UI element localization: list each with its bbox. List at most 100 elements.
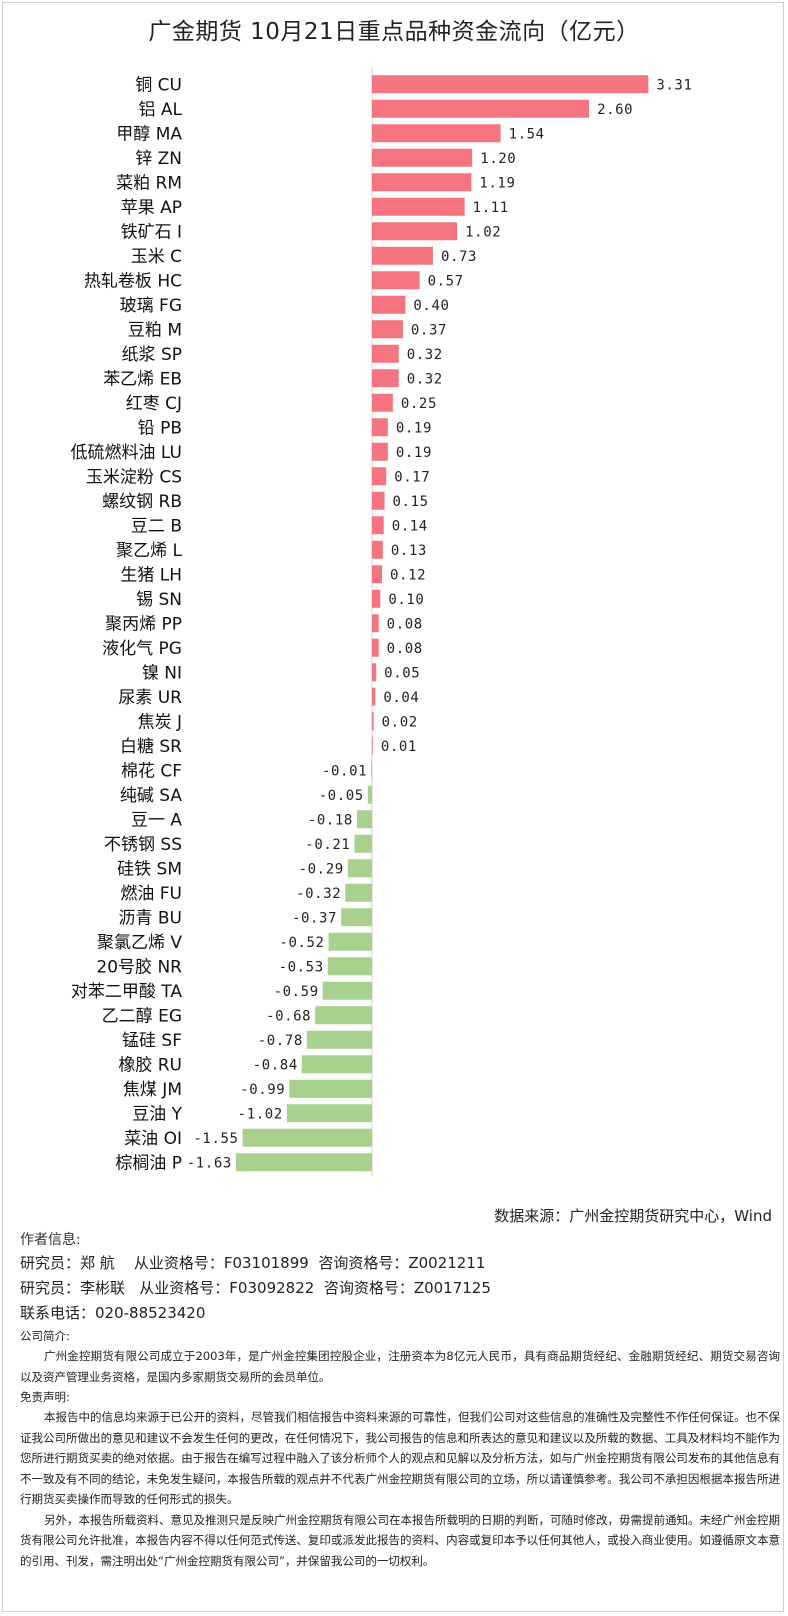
value-label: 0.32 [407,371,443,387]
category-label: 豆油 Y [132,1104,182,1124]
value-label: 0.73 [441,249,477,265]
category-label: 铝 AL [138,100,182,120]
value-label: 0.04 [383,690,419,706]
category-label: 豆二 B [131,516,182,536]
bar [372,173,472,192]
category-label: 焦煤 JM [123,1080,182,1100]
bar [372,99,590,118]
category-label: 红枣 CJ [126,394,182,414]
category-label: 纯碱 SA [120,786,183,806]
category-label: 聚丙烯 PP [105,614,182,634]
bar [372,295,406,314]
category-label: 棉花 CF [121,761,182,781]
value-label: -0.18 [308,812,353,828]
value-label: -0.29 [299,861,344,877]
bar [301,1055,372,1074]
category-label: 低硫燃料油 LU [71,443,182,463]
category-label: 不锈钢 SS [104,835,182,855]
bar [372,467,387,486]
bar [372,344,399,363]
bar [371,761,372,780]
category-label: 菜油 OI [124,1129,182,1149]
bar [328,932,372,951]
bar [372,271,420,290]
researcher-2: 研究员：李彬联 从业资格号：F03092822 咨询资格号：Z0017125 [20,1279,491,1297]
bar [372,393,393,412]
value-label: 0.12 [390,567,426,583]
disclaimer-paragraph-2: 另外，本报告所载资料、意见及推测只是反映广州金控期货有限公司在本报告所载明的日期… [20,1512,780,1568]
category-label: 铁矿石 I [121,222,182,242]
category-label: 玉米 C [131,247,182,267]
value-label: 0.40 [413,298,449,314]
value-label: -0.05 [319,788,364,804]
contact-phone: 联系电话：020-88523420 [20,1304,206,1322]
value-label: 2.60 [597,102,633,118]
category-label: 焦炭 J [138,712,182,732]
value-label: 1.11 [473,200,509,216]
category-label: 玉米淀粉 CS [86,467,182,487]
category-label: 铜 CU [135,75,182,95]
bar [345,883,372,902]
author-header: 作者信息: [20,1232,81,1248]
bar [235,1153,372,1172]
value-label: -0.37 [292,910,337,926]
company-text: 广州金控期货有限公司成立于2003年，是广州金控集团控股企业，注册资本为8亿元人… [20,1349,780,1384]
value-label: -0.32 [296,886,341,902]
bar [367,785,372,804]
value-label: 3.31 [656,77,692,93]
bar [372,491,385,510]
value-label: -0.53 [279,959,324,975]
value-label: -1.02 [238,1106,283,1122]
value-label: 0.01 [381,739,417,755]
category-label: 橡胶 RU [118,1055,182,1075]
category-label: 苯乙烯 EB [103,369,182,389]
bar [327,957,372,976]
bar [372,124,501,143]
category-label: 生猪 LH [120,565,182,585]
category-label: 聚氯乙烯 V [97,933,182,953]
value-label: -1.63 [187,1155,232,1171]
value-label: 0.32 [407,347,443,363]
category-label: 白糖 SR [120,737,182,757]
bar [372,418,388,437]
bar [372,565,383,584]
category-label: 液化气 PG [102,639,182,659]
footer: 作者信息: 研究员：郑 航 从业资格号：F03101899 咨询资格号：Z002… [20,1230,780,1571]
value-label: 0.17 [394,469,430,485]
value-label: 1.54 [509,126,545,142]
value-label: 1.19 [479,175,515,191]
category-label: 沥青 BU [118,908,182,928]
bar [315,1006,372,1025]
bar [341,908,372,927]
category-label: 螺纹钢 RB [102,492,182,512]
category-label: 菜粕 RM [116,173,182,193]
bar-chart: 铜 CU 3.31 铝 AL 2.60 甲醇 MA 1.54 锌 ZN 1.20 菜粕 RM 1.… [71,68,692,1177]
bar [372,442,388,461]
category-label: 锌 ZN [135,149,182,169]
bar [372,540,383,559]
bar [372,197,465,216]
bar [372,638,379,657]
bar [286,1104,372,1123]
bar [372,320,403,339]
value-label: -0.52 [279,935,324,951]
value-label: -0.78 [258,1033,303,1049]
value-label: 0.14 [392,518,428,534]
value-label: -0.01 [322,763,367,779]
bar [306,1030,372,1049]
category-label: 甲醇 MA [116,124,182,144]
value-label: -0.99 [240,1082,285,1098]
bar [372,614,379,633]
bar [289,1079,372,1098]
bar [372,75,649,94]
category-label: 硅铁 SM [117,859,182,879]
category-label: 乙二醇 EG [102,1006,182,1026]
value-label: 0.19 [396,420,432,436]
bar [372,148,473,167]
bar [372,516,384,535]
bar [372,222,458,241]
category-label: 棕榈油 P [115,1153,182,1173]
bar [347,859,372,878]
value-label: 1.02 [465,224,501,240]
